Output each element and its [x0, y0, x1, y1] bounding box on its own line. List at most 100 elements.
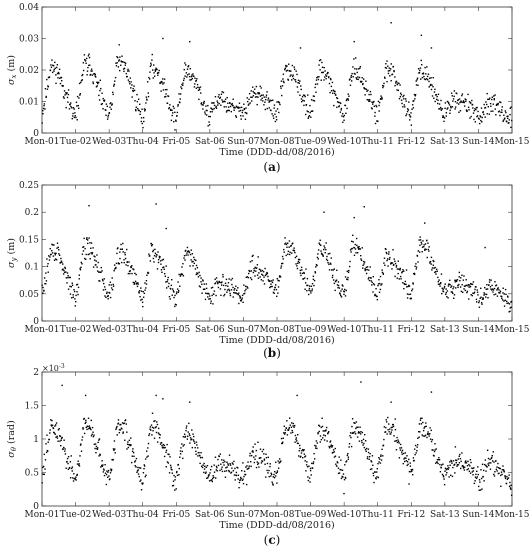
data-point	[331, 445, 334, 447]
data-point	[435, 94, 438, 96]
data-point	[104, 472, 107, 474]
data-point	[113, 449, 115, 452]
data-point	[42, 107, 45, 110]
data-point	[120, 243, 122, 246]
data-point	[342, 476, 344, 478]
data-point	[139, 467, 142, 469]
data-point	[437, 276, 439, 279]
data-point	[95, 445, 98, 448]
data-point	[105, 103, 108, 105]
data-point	[113, 85, 115, 87]
data-point	[176, 111, 179, 114]
data-point	[369, 453, 371, 455]
data-point	[395, 449, 398, 451]
data-point	[280, 80, 283, 82]
data-point	[153, 72, 155, 74]
data-point	[340, 294, 342, 297]
data-point	[424, 249, 426, 251]
data-point	[420, 417, 422, 420]
data-point	[74, 115, 76, 117]
data-point	[283, 251, 285, 253]
data-point	[424, 434, 427, 437]
data-point	[143, 464, 145, 466]
data-point	[220, 104, 222, 106]
data-point	[246, 97, 248, 99]
data-point	[450, 291, 453, 293]
data-point	[279, 461, 281, 464]
data-point	[128, 443, 130, 446]
data-point	[71, 117, 73, 120]
data-point	[479, 297, 481, 300]
data-point	[73, 290, 76, 293]
data-point	[418, 423, 421, 425]
data-point	[303, 104, 305, 107]
data-point	[220, 93, 223, 95]
data-point	[409, 116, 412, 118]
data-point	[266, 271, 268, 274]
data-point	[78, 465, 81, 467]
data-point	[337, 286, 339, 289]
data-point	[467, 285, 469, 287]
data-point	[324, 76, 326, 78]
data-point	[129, 272, 131, 275]
data-point	[341, 115, 343, 117]
data-point	[430, 256, 433, 259]
data-point	[342, 473, 345, 475]
data-point	[422, 421, 424, 424]
data-point	[486, 103, 488, 106]
data-point	[501, 295, 503, 298]
data-point	[406, 286, 408, 288]
data-point	[429, 433, 431, 435]
data-point	[337, 472, 340, 475]
data-point	[392, 249, 394, 251]
data-point	[384, 77, 386, 79]
data-point	[64, 448, 66, 450]
data-point	[245, 107, 247, 109]
data-point	[380, 455, 382, 458]
data-point	[185, 429, 187, 432]
data-point	[501, 111, 503, 113]
data-point	[378, 110, 380, 112]
data-point	[43, 453, 46, 456]
data-point	[64, 450, 66, 452]
outlier-point	[484, 246, 486, 249]
data-point	[86, 238, 88, 240]
data-point	[85, 421, 87, 423]
data-point	[411, 108, 413, 110]
data-point	[292, 425, 294, 427]
data-point	[61, 84, 63, 87]
data-point	[78, 463, 80, 465]
data-point	[428, 433, 430, 435]
caption-open: (	[263, 160, 268, 174]
data-point	[69, 293, 72, 295]
data-point	[352, 66, 354, 68]
data-point	[50, 424, 52, 426]
data-point	[147, 447, 149, 449]
data-point	[301, 269, 303, 271]
data-point	[308, 287, 311, 290]
data-point	[140, 120, 142, 123]
data-point	[334, 280, 337, 283]
data-point	[233, 460, 235, 463]
data-point	[406, 460, 409, 463]
data-point	[500, 474, 502, 477]
data-point	[365, 450, 367, 453]
data-point	[425, 422, 427, 424]
data-point	[228, 288, 230, 291]
data-point	[161, 447, 164, 449]
data-point	[222, 100, 224, 103]
data-point	[507, 115, 509, 117]
data-point	[488, 98, 490, 101]
data-point	[338, 472, 341, 474]
data-point	[352, 432, 355, 434]
data-point	[384, 66, 387, 69]
data-point	[451, 106, 454, 108]
data-point	[383, 438, 385, 441]
data-point	[351, 432, 353, 435]
data-point	[240, 477, 242, 480]
data-point	[212, 477, 214, 480]
data-point	[151, 59, 153, 61]
x-tick-label: Mon-15	[495, 510, 530, 520]
data-point	[395, 266, 398, 268]
data-point	[455, 287, 457, 289]
